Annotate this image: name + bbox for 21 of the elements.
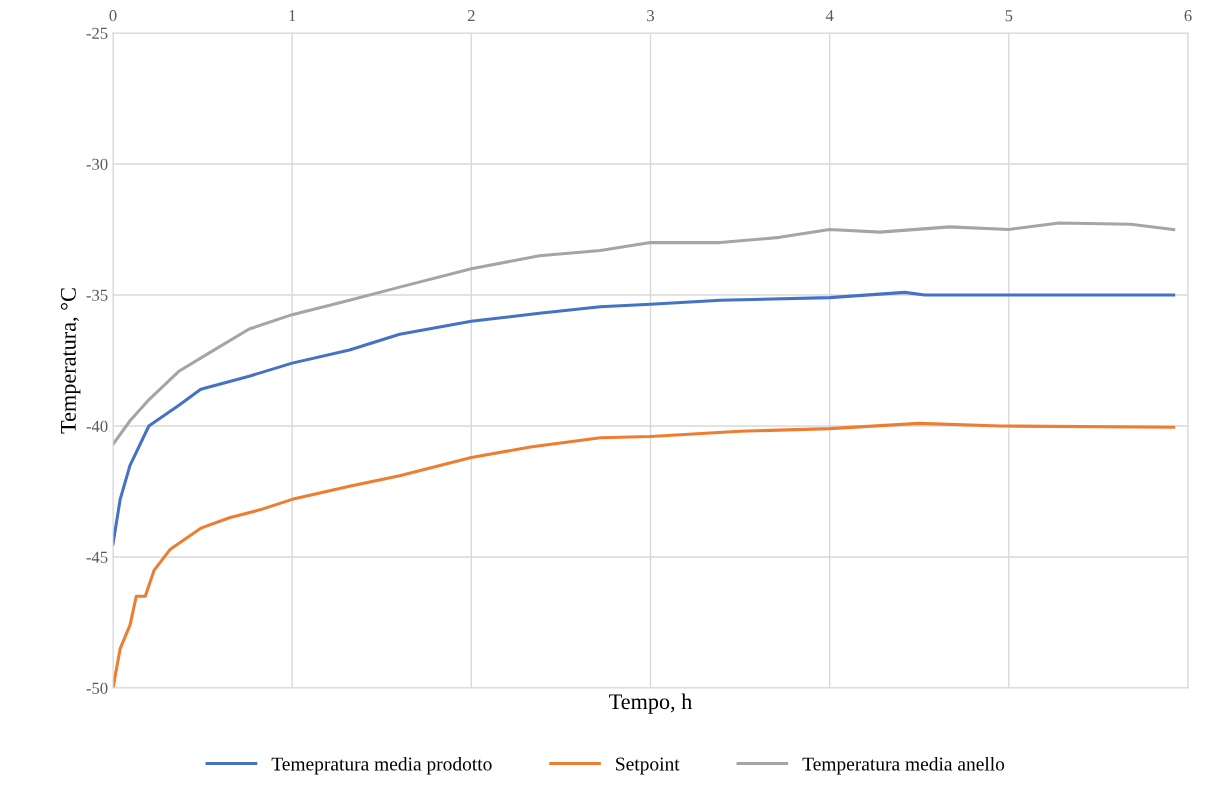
legend-label: Temperatura media anello bbox=[802, 756, 1005, 775]
legend-label: Setpoint bbox=[616, 757, 680, 775]
y-axis-title: Temperatura, °C bbox=[60, 288, 81, 434]
y-tick-label: -30 bbox=[86, 158, 108, 170]
x-axis-title: Tempo, h bbox=[609, 693, 693, 714]
x-tick-label: 0 bbox=[109, 10, 117, 22]
x-tick-label: 4 bbox=[825, 10, 834, 22]
x-tick-label: 6 bbox=[1184, 10, 1192, 22]
y-tick-label: -45 bbox=[86, 551, 108, 563]
x-tick-label: 2 bbox=[467, 10, 475, 22]
y-tick-label: -35 bbox=[86, 289, 108, 301]
y-tick-label: -50 bbox=[86, 682, 108, 694]
x-tick-label: 5 bbox=[1005, 10, 1013, 22]
legend-label: Temepratura media prodotto bbox=[271, 756, 492, 775]
x-tick-label: 1 bbox=[289, 10, 296, 22]
line-series bbox=[113, 290, 1176, 546]
x-tick-label: 3 bbox=[647, 10, 655, 22]
y-tick-label: -25 bbox=[86, 27, 108, 39]
line-series bbox=[113, 221, 1176, 446]
line-series bbox=[113, 421, 1176, 688]
y-tick-label: -40 bbox=[86, 420, 108, 432]
